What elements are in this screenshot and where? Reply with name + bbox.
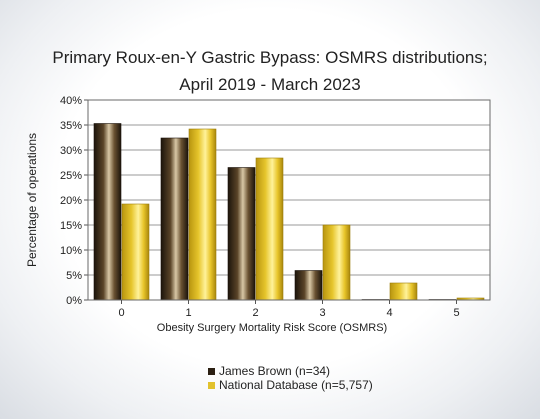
legend-swatch-gold (208, 381, 215, 389)
x-tick-label: 5 (453, 307, 459, 319)
y-tick-label: 30% (60, 145, 82, 157)
y-tick-label: 25% (60, 170, 82, 182)
bar-series-2-cat-2 (255, 157, 284, 301)
legend-swatch-dark (208, 367, 215, 375)
bar-series-1-cat-0 (93, 123, 122, 301)
bar-series-2-cat-0 (121, 203, 150, 301)
y-tick-label: 20% (60, 195, 82, 207)
chart-subtitle: April 2019 - March 2023 (179, 75, 361, 94)
y-tick-label: 35% (60, 120, 82, 132)
y-tick-label: 0% (66, 295, 82, 307)
bar-series-2-cat-3 (322, 224, 351, 301)
legend-label-series-2: National Database (n=5,757) (219, 378, 373, 392)
legend-item-series-2: National Database (n=5,757) (208, 378, 373, 392)
bar-series-2-cat-4 (389, 282, 418, 301)
y-tick-label: 15% (60, 220, 82, 232)
y-tick-label: 40% (60, 95, 82, 107)
x-axis-label: Obesity Surgery Mortality Risk Score (OS… (157, 322, 387, 334)
legend-label-series-1: James Brown (n=34) (219, 364, 331, 378)
bar-series-1-cat-2 (227, 167, 256, 301)
plot-border (87, 99, 491, 301)
bar-series-1-cat-3 (294, 270, 323, 301)
x-tick-label: 2 (252, 307, 258, 319)
bar-series-1-cat-1 (160, 137, 189, 301)
y-tick-label: 5% (66, 270, 82, 282)
y-axis-label: Percentage of operations (25, 133, 39, 267)
x-tick-label: 3 (319, 307, 325, 319)
x-tick-label: 1 (185, 307, 191, 319)
legend-item-series-1: James Brown (n=34) (208, 364, 330, 378)
chart-title: Primary Roux-en-Y Gastric Bypass: OSMRS … (52, 48, 488, 67)
bar-series-2-cat-1 (188, 128, 217, 301)
x-tick-label: 4 (386, 307, 392, 319)
x-tick-label: 0 (118, 307, 124, 319)
y-tick-label: 10% (60, 245, 82, 257)
